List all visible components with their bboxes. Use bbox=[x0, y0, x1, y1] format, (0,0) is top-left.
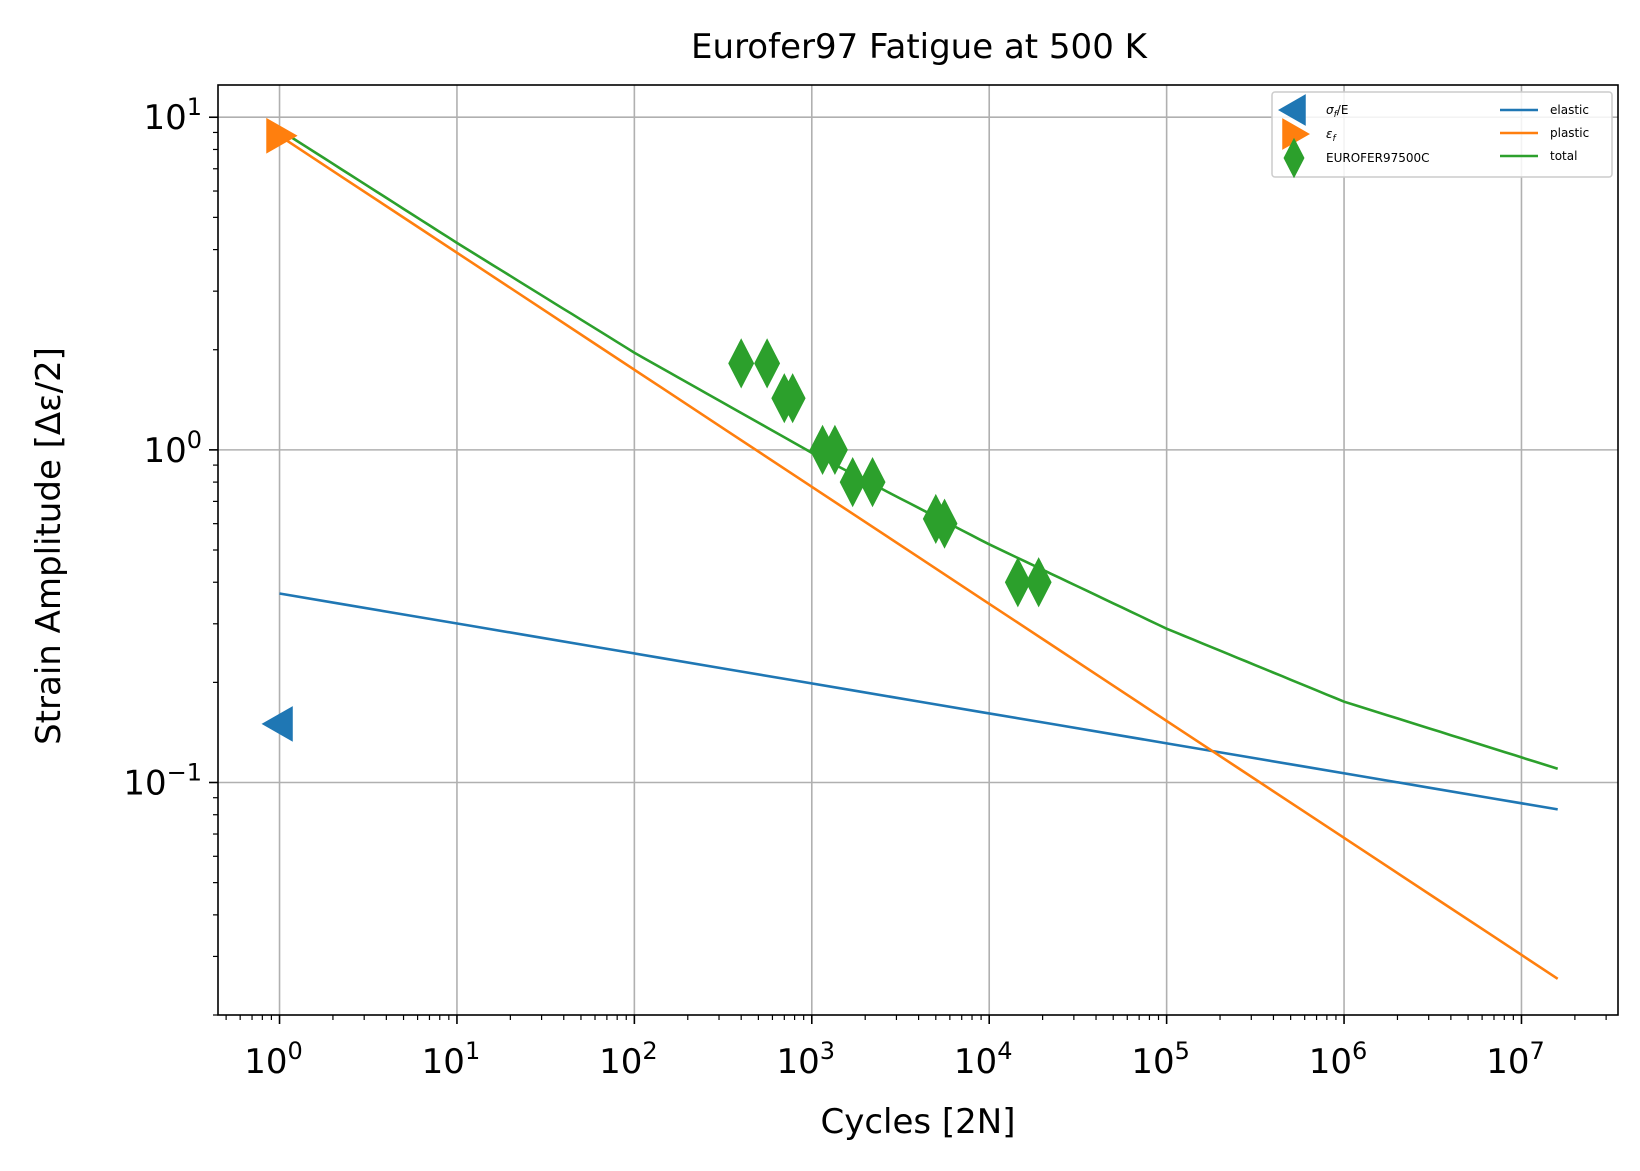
x-tick-label: 103 bbox=[777, 1037, 836, 1082]
data-point-thin-diamond bbox=[859, 457, 886, 508]
x-tick-label: 101 bbox=[422, 1037, 481, 1082]
x-tick-label: 105 bbox=[1131, 1037, 1190, 1082]
series-line-elastic bbox=[279, 592, 1558, 811]
legend: σf/E εf EUROFER97500C elastic plastic total bbox=[1271, 91, 1613, 179]
legend-label: plastic bbox=[1550, 126, 1589, 140]
axis-ticks: 100 101 102 103 104 105 106 107 101 100 10−1 bbox=[123, 93, 1607, 1082]
y-axis-label: Strain Amplitude [Δε/2] bbox=[29, 347, 69, 745]
y-tick-label: 101 bbox=[143, 93, 202, 138]
data-point-thin-diamond bbox=[1025, 557, 1052, 608]
data-point-thin-diamond bbox=[1004, 557, 1031, 608]
data-point-thin-diamond bbox=[839, 457, 866, 508]
data-markers bbox=[261, 117, 1052, 742]
data-point-triangle-left bbox=[261, 706, 293, 742]
x-tick-label: 106 bbox=[1309, 1037, 1368, 1082]
x-tick-label: 102 bbox=[599, 1037, 658, 1082]
legend-label: total bbox=[1550, 149, 1577, 163]
legend-label: elastic bbox=[1550, 103, 1589, 117]
data-point-triangle-right bbox=[266, 117, 298, 154]
data-point-thin-diamond bbox=[931, 498, 958, 549]
y-tick-label: 100 bbox=[143, 426, 202, 471]
legend-marker bbox=[1277, 94, 1306, 126]
legend-marker bbox=[1283, 137, 1305, 179]
series-lines bbox=[278, 128, 1559, 980]
legend-label: EUROFER97500C bbox=[1326, 151, 1430, 165]
x-axis-label: Cycles [2N] bbox=[820, 1102, 1015, 1142]
series-line-plastic bbox=[278, 134, 1559, 980]
y-tick-label: 10−1 bbox=[123, 759, 202, 804]
x-tick-label: 104 bbox=[954, 1037, 1013, 1082]
data-point-thin-diamond bbox=[821, 424, 848, 475]
data-point-thin-diamond bbox=[754, 338, 781, 389]
chart-title: Eurofer97 Fatigue at 500 K bbox=[691, 27, 1149, 67]
legend-label: σf/E bbox=[1326, 103, 1348, 120]
data-point-thin-diamond bbox=[779, 373, 806, 424]
x-tick-label: 100 bbox=[244, 1037, 303, 1082]
series-line-total bbox=[278, 128, 1559, 770]
legend-label: εf bbox=[1326, 127, 1338, 144]
data-point-thin-diamond bbox=[728, 338, 755, 389]
x-tick-label: 107 bbox=[1486, 1037, 1545, 1082]
